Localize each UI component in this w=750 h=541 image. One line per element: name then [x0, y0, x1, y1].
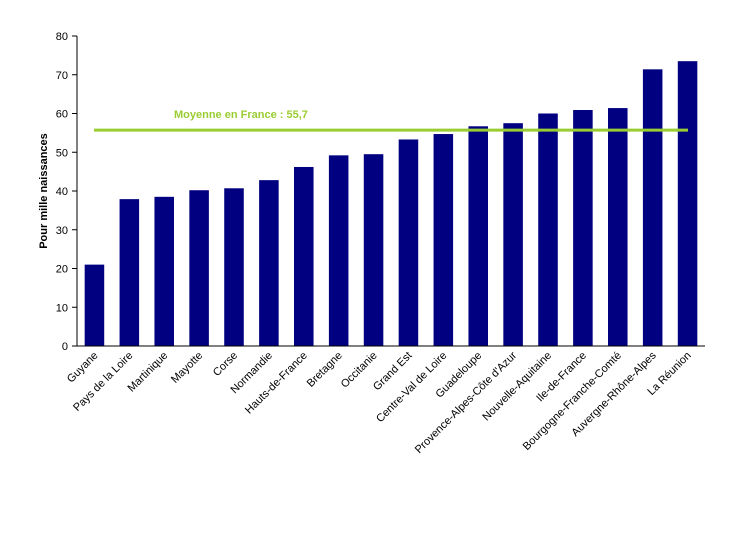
bar-guadeloupe [468, 126, 488, 346]
bar-la-r-union [677, 61, 698, 346]
bars [84, 61, 698, 346]
bar-martinique [154, 196, 174, 346]
x-category-label: Pays de la Loire [71, 350, 135, 414]
x-category-label: Bretagne [305, 350, 345, 390]
bar-hauts-de-france [294, 166, 314, 346]
bar-occitanie [363, 154, 384, 346]
bar-mayotte [189, 190, 209, 346]
bar-provence-alpes-c-te-d-azur [503, 123, 523, 346]
y-tick-label: 60 [56, 109, 68, 121]
y-tick-label: 30 [56, 225, 68, 237]
y-tick-label: 70 [56, 70, 68, 82]
y-tick-label: 0 [62, 341, 68, 353]
bar-ile-de-france [573, 110, 593, 346]
bar-corse [224, 188, 244, 346]
y-tick-label: 80 [56, 31, 68, 43]
y-tick-label: 40 [56, 186, 68, 198]
x-category-label: Corse [211, 350, 240, 379]
y-tick-label: 20 [56, 264, 68, 276]
x-category-label: Hauts-de-France [243, 350, 310, 417]
x-category-label: Mayotte [169, 350, 205, 386]
bar-bretagne [328, 155, 349, 346]
bar-auvergne-rh-ne-alpes [642, 69, 663, 346]
bar-centre-val-de-loire [433, 134, 454, 346]
bar-pays-de-la-loire [119, 199, 140, 346]
y-axis-title: Pour mille naissances [38, 133, 50, 249]
bar-bourgogne-franche-comt- [608, 108, 628, 346]
bar-normandie [259, 180, 279, 346]
bar-grand-est [398, 139, 419, 346]
bar-nouvelle-aquitaine [538, 113, 558, 346]
bar-guyane [84, 264, 105, 346]
y-axis-ticks: 0 10 20 30 40 50 60 70 80 [56, 31, 77, 353]
average-line-label: Moyenne en France : 55,7 [174, 109, 308, 121]
y-tick-label: 50 [56, 147, 68, 159]
y-tick-label: 10 [56, 302, 68, 314]
